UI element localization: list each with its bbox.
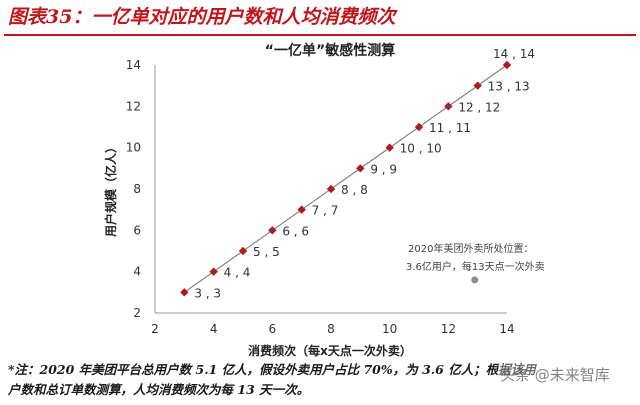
- y-tick-label: 10: [126, 141, 141, 155]
- footnote-line-1: *注：2020 年美团平台总用户数 5.1 亿人，假设外卖用户占比 70%，为 …: [8, 362, 536, 377]
- data-point-marker: [180, 288, 189, 297]
- data-point-marker: [268, 226, 277, 235]
- x-tick-label: 8: [327, 322, 335, 336]
- y-tick-labels: 2 4 6 8 10 12 14: [126, 58, 141, 320]
- data-point-label: 3 , 3: [194, 286, 221, 300]
- x-tick-label: 2: [151, 322, 159, 336]
- data-point-marker: [444, 102, 453, 111]
- figure-title: 图表35：一亿单对应的用户数和人均消费频次: [8, 6, 396, 28]
- y-tick-label: 4: [133, 265, 141, 279]
- y-tick-label: 6: [133, 223, 141, 237]
- x-tick-label: 14: [499, 322, 514, 336]
- data-point-label: 8 , 8: [341, 183, 368, 197]
- y-tick-label: 12: [126, 99, 141, 113]
- data-point-label: 11 , 11: [429, 121, 471, 135]
- footnote-line-2: 户数和总订单数测算，人均消费频次为每 13 天一次。: [8, 382, 310, 397]
- data-point-label: 10 , 10: [400, 142, 442, 156]
- chart-title: “一亿单”敏感性测算: [265, 42, 395, 59]
- watermark: 头条 @未来智库: [498, 364, 612, 385]
- data-point-label: 4 , 4: [224, 266, 251, 280]
- data-point-marker: [326, 184, 336, 194]
- y-tick-label: 14: [126, 58, 141, 72]
- data-point-label: 9 , 9: [370, 162, 397, 176]
- diagonal-trend-line: [184, 64, 508, 293]
- data-point-marker: [414, 122, 424, 132]
- data-point-marker: [502, 60, 512, 70]
- x-tick-labels: 2 4 6 8 10 12 14: [151, 322, 514, 336]
- x-tick-label: 6: [269, 322, 277, 336]
- data-point-marker: [385, 143, 394, 152]
- point-labels: 3 , 34 , 45 , 56 , 67 , 78 , 89 , 910 , …: [194, 47, 535, 300]
- title-divider: [4, 34, 636, 36]
- data-point-label: 5 , 5: [253, 245, 280, 259]
- data-point-label: 6 , 6: [282, 224, 309, 238]
- annotation-line-2: 3.6亿用户，每13天点一次外卖: [406, 260, 545, 273]
- x-tick-label: 12: [441, 322, 456, 336]
- y-axis-title: 用户规模（亿人）: [103, 141, 118, 238]
- data-point-label: 7 , 7: [312, 204, 339, 218]
- x-tick-label: 4: [210, 322, 218, 336]
- y-tick-label: 2: [133, 306, 141, 320]
- footnote: *注：2020 年美团平台总用户数 5.1 亿人，假设外卖用户占比 70%，为 …: [8, 360, 632, 400]
- data-point-marker: [473, 81, 482, 90]
- data-point-marker: [238, 246, 248, 256]
- x-axis-title: 消费频次（每x天点一次外卖）: [248, 343, 412, 358]
- data-point-marker: [356, 164, 365, 173]
- annotation-line-1: 2020年美团外卖所处位置：: [408, 242, 533, 255]
- scatter-chart: “一亿单”敏感性测算 2 4 6 8 10 12 14 2 4 6 8 10 12 14 3 , 34 …: [103, 42, 545, 358]
- data-point-marker: [209, 267, 218, 276]
- meituan-position-marker: [471, 276, 479, 284]
- data-point-label: 13 , 13: [488, 80, 530, 94]
- data-point-label: 14 , 14: [493, 47, 535, 61]
- data-point-marker: [297, 205, 306, 214]
- y-tick-label: 8: [133, 182, 141, 196]
- x-tick-label: 10: [382, 322, 397, 336]
- data-point-label: 12 , 12: [458, 100, 500, 114]
